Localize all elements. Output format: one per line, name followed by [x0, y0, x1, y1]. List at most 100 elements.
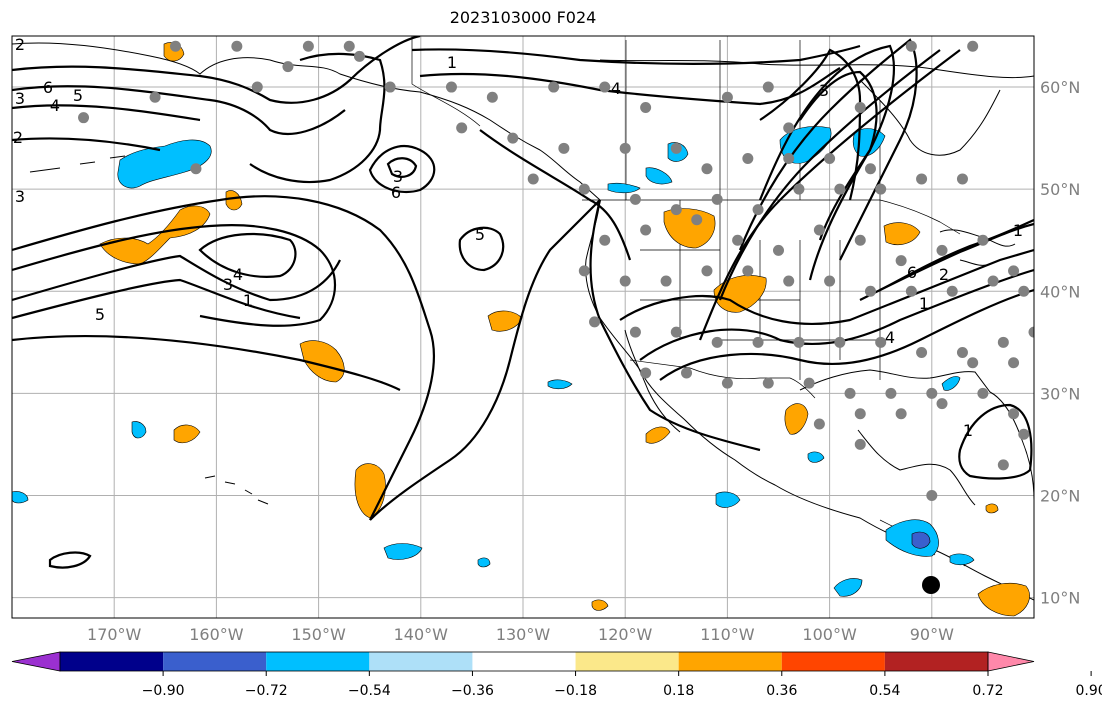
orange-region: [487, 310, 523, 332]
contour-line: [758, 44, 896, 281]
longitude-tick-label: 140°W: [394, 625, 449, 644]
station-dot: [353, 50, 365, 62]
station-dot: [1028, 326, 1034, 338]
colorbar-segment: [781, 652, 885, 671]
colorbar-segment: [369, 652, 473, 671]
contour-value-label: 5: [73, 86, 83, 105]
longitude-tick-label: 170°W: [87, 625, 142, 644]
station-dot: [578, 183, 590, 195]
latitude-tick-label: 60°N: [1040, 78, 1080, 97]
colorbar-segment: [266, 652, 370, 671]
colorbar-tick-label: −0.36: [451, 683, 494, 699]
station-dot: [78, 112, 90, 124]
station-dot: [946, 285, 958, 297]
longitude-tick-label: 130°W: [496, 625, 551, 644]
blue-region: [949, 553, 975, 566]
station-dot: [783, 153, 795, 165]
station-dot: [824, 275, 836, 287]
contour-line: [619, 248, 1034, 326]
contour-line: [12, 195, 436, 521]
canada-provinces: [625, 40, 881, 200]
contour-line: [759, 48, 862, 201]
station-dot: [190, 163, 202, 175]
station-dot: [1008, 408, 1020, 420]
contour-line: [718, 49, 941, 301]
station-dot: [231, 40, 243, 52]
station-dot: [343, 40, 355, 52]
station-dot: [967, 40, 979, 52]
station-dot: [905, 285, 917, 297]
contour-line: [12, 224, 337, 327]
station-dot: [640, 224, 652, 236]
station-dot: [640, 101, 652, 113]
colorbar-tick-label: −0.54: [348, 683, 391, 699]
orange-region: [985, 503, 999, 514]
station-dot: [916, 347, 928, 359]
latitude-tick-label: 10°N: [1040, 589, 1080, 608]
station-dot: [701, 265, 713, 277]
contour-line: [12, 137, 161, 152]
gulf-coast: [799, 369, 1034, 501]
station-dot: [967, 357, 979, 369]
alaska-canada-border: [411, 36, 481, 127]
contour-value-label: 2: [939, 265, 949, 284]
longitude-tick-label: 160°W: [189, 625, 244, 644]
contour-line: [369, 199, 601, 521]
station-dot: [1008, 265, 1020, 277]
canada-north-coast: [599, 59, 1034, 79]
station-dot: [762, 81, 774, 93]
contour-line: [48, 551, 92, 569]
station-dot: [640, 367, 652, 379]
longitude-tick-label: 120°W: [598, 625, 653, 644]
contour-line: [458, 226, 505, 272]
blue-region: [383, 543, 423, 560]
station-dot: [681, 367, 693, 379]
colorbar-tick-label: 0.36: [766, 683, 797, 699]
station-dot: [1008, 357, 1020, 369]
station-dot: [956, 347, 968, 359]
contour-line: [479, 129, 632, 261]
location-marker: [922, 576, 940, 594]
longitude-tick-label: 100°W: [802, 625, 857, 644]
blue-region: [131, 421, 147, 439]
station-dot: [629, 193, 641, 205]
station-dot: [997, 336, 1009, 348]
contour-value-label: 4: [885, 328, 895, 347]
map-title: 2023103000 F024: [449, 8, 597, 27]
contour-line: [198, 232, 297, 278]
station-dot: [629, 326, 641, 338]
station-dot: [793, 336, 805, 348]
colorbar: [11, 651, 1035, 672]
station-dot: [783, 122, 795, 134]
contour-value-label: 5: [475, 225, 485, 244]
contour-value-label: 3: [15, 187, 25, 206]
station-dot: [844, 387, 856, 399]
station-dot: [251, 81, 263, 93]
latitude-tick-label: 20°N: [1040, 486, 1080, 505]
aleutian-islands: [29, 141, 191, 173]
colorbar-extend-low: [11, 651, 61, 672]
station-dot: [803, 377, 815, 389]
orange-region: [173, 424, 201, 444]
contour-line: [368, 145, 436, 194]
station-dot: [149, 91, 161, 103]
station-dot: [936, 244, 948, 256]
station-dot: [599, 234, 611, 246]
station-dot: [445, 81, 457, 93]
station-dot: [956, 173, 968, 185]
colorbar-segment: [163, 652, 267, 671]
station-dot: [589, 316, 601, 328]
longitude-tick-label: 150°W: [291, 625, 346, 644]
negative-anomaly-regions: [12, 126, 975, 597]
colorbar-tick-label: −0.90: [142, 683, 185, 699]
us-mexico-border: [629, 359, 816, 399]
contour-line: [879, 218, 1034, 291]
station-dot: [783, 275, 795, 287]
station-dot: [619, 142, 631, 154]
station-dot: [793, 183, 805, 195]
contour-value-label: 4: [611, 79, 621, 98]
contour-lines: [12, 36, 1034, 569]
station-dot: [619, 275, 631, 287]
